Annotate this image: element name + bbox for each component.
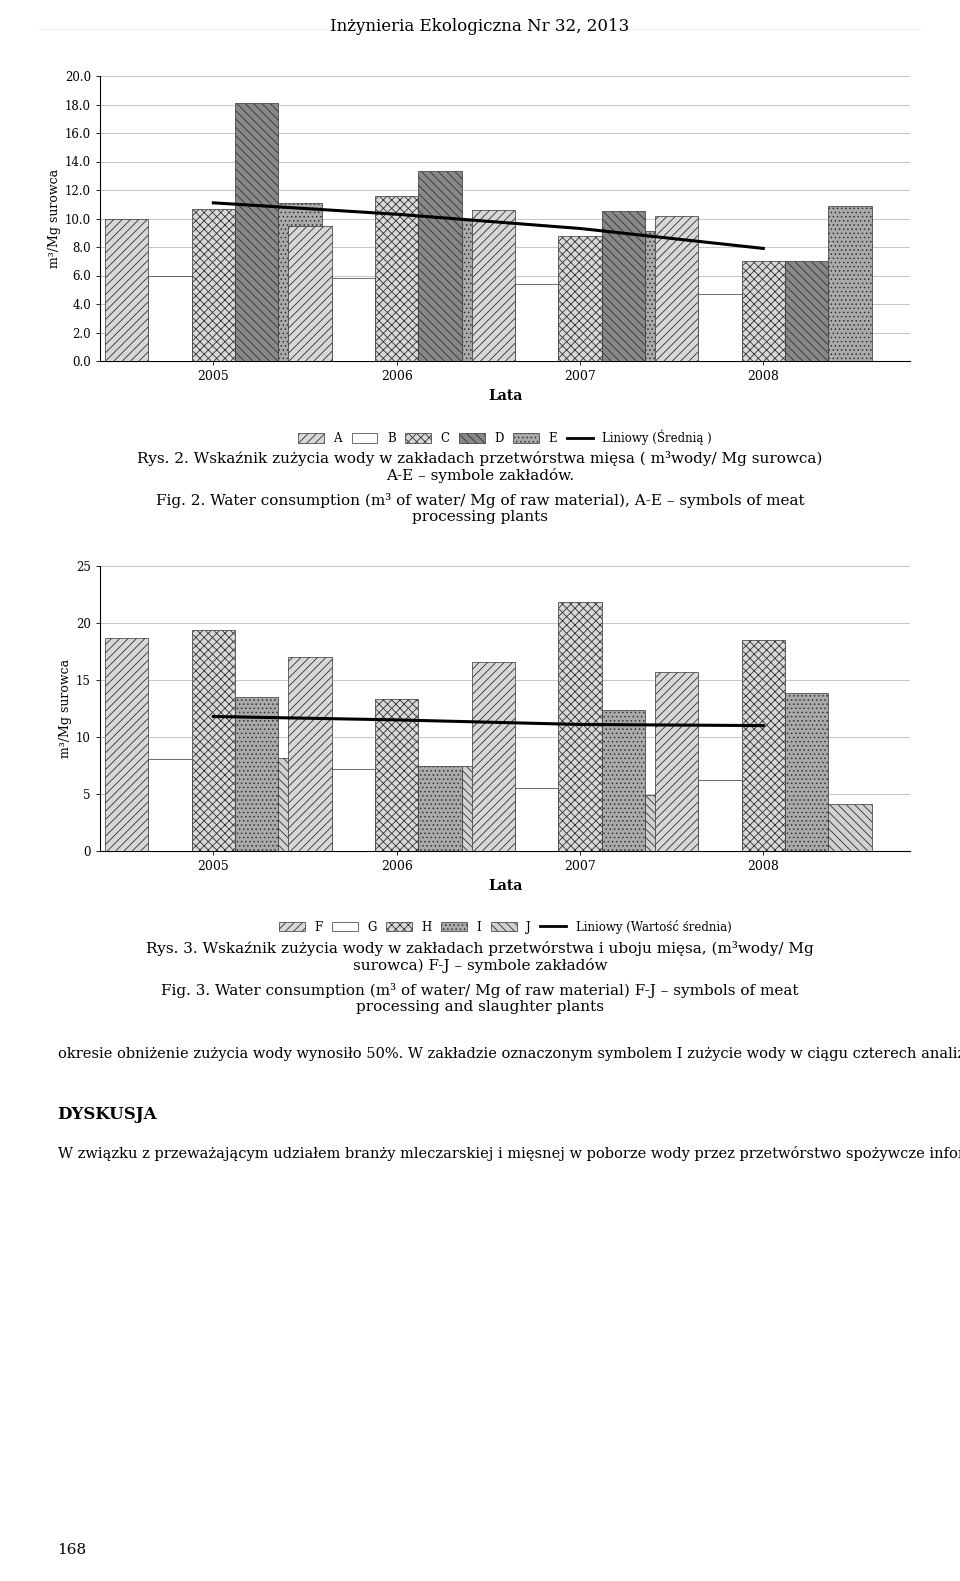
X-axis label: Lata: Lata: [488, 879, 522, 893]
Y-axis label: m³/Mg surowca: m³/Mg surowca: [59, 659, 72, 757]
Text: W związku z przeważającym udziałem branży mleczarskiej i mięsnej w poborze wody : W związku z przeważającym udziałem branż…: [58, 1146, 960, 1160]
Bar: [278, 202, 322, 360]
Bar: [559, 236, 602, 360]
Bar: [515, 789, 559, 851]
Bar: [288, 226, 331, 360]
Bar: [192, 209, 235, 360]
Bar: [105, 637, 149, 851]
Bar: [698, 294, 742, 360]
Text: 168: 168: [58, 1543, 86, 1557]
Bar: [419, 765, 462, 851]
Text: Fig. 2. Water consumption (m³ of water/ Mg of raw material), A-E – symbols of me: Fig. 2. Water consumption (m³ of water/ …: [156, 493, 804, 525]
Bar: [288, 658, 331, 851]
Bar: [375, 699, 419, 851]
Bar: [105, 218, 149, 360]
Bar: [742, 261, 785, 360]
Bar: [602, 710, 645, 851]
Bar: [331, 278, 375, 360]
Bar: [828, 805, 872, 851]
Bar: [235, 103, 278, 360]
Bar: [742, 640, 785, 851]
Text: DYSKUSJA: DYSKUSJA: [58, 1107, 157, 1123]
Y-axis label: m³/Mg surowca: m³/Mg surowca: [48, 169, 60, 269]
Bar: [331, 768, 375, 851]
Legend: F, G, H, I, J, Liniowy (Wartość średnia): F, G, H, I, J, Liniowy (Wartość średnia): [278, 920, 732, 934]
Bar: [192, 629, 235, 851]
Legend: A, B, C, D, E, Liniowy (Średnią ): A, B, C, D, E, Liniowy (Średnią ): [299, 430, 712, 446]
Text: okresie obniżenie zużycia wody wynosiło 50%. W zakładzie oznaczonym symbolem I z: okresie obniżenie zużycia wody wynosiło …: [58, 1047, 960, 1061]
Bar: [655, 672, 698, 851]
Bar: [559, 602, 602, 851]
Bar: [462, 218, 505, 360]
Text: Rys. 2. Wskaźnik zużycia wody w zakładach przetwórstwa mięsa ( m³wody/ Mg surowc: Rys. 2. Wskaźnik zużycia wody w zakładac…: [137, 451, 823, 484]
Bar: [419, 171, 462, 360]
Text: Inżynieria Ekologiczna Nr 32, 2013: Inżynieria Ekologiczna Nr 32, 2013: [330, 17, 630, 35]
Bar: [645, 795, 688, 851]
Text: Fig. 3. Water consumption (m³ of water/ Mg of raw material) F-J – symbols of mea: Fig. 3. Water consumption (m³ of water/ …: [161, 983, 799, 1013]
Bar: [655, 215, 698, 360]
Text: Rys. 3. Wskaźnik zużycia wody w zakładach przetwórstwa i uboju mięsa, (m³wody/ M: Rys. 3. Wskaźnik zużycia wody w zakładac…: [146, 941, 814, 974]
Bar: [375, 196, 419, 360]
Bar: [471, 210, 515, 360]
X-axis label: Lata: Lata: [488, 389, 522, 403]
Bar: [235, 697, 278, 851]
Bar: [471, 662, 515, 851]
Bar: [645, 231, 688, 360]
Bar: [828, 206, 872, 360]
Bar: [785, 261, 828, 360]
Bar: [602, 212, 645, 360]
Bar: [149, 759, 192, 851]
Bar: [462, 765, 505, 851]
Bar: [698, 781, 742, 851]
Bar: [278, 757, 322, 851]
Bar: [149, 275, 192, 360]
Bar: [785, 692, 828, 851]
Bar: [515, 285, 559, 360]
